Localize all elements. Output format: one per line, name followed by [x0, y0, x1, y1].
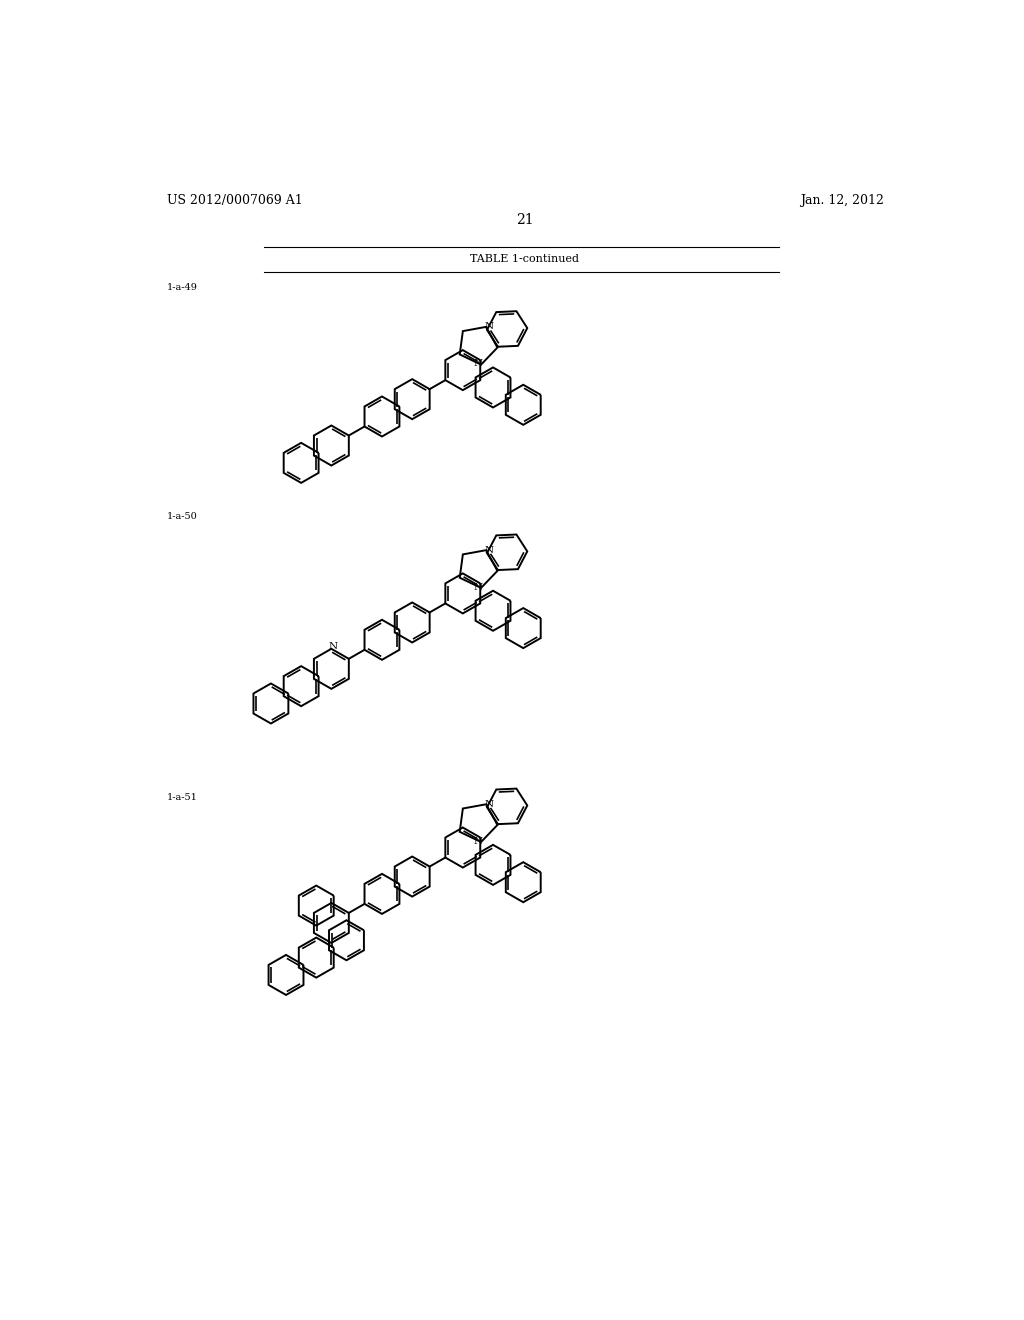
Text: N: N	[474, 837, 483, 846]
Text: N: N	[484, 545, 494, 554]
Text: TABLE 1-continued: TABLE 1-continued	[470, 253, 580, 264]
Text: US 2012/0007069 A1: US 2012/0007069 A1	[167, 194, 302, 207]
Text: 1-a-51: 1-a-51	[167, 793, 198, 803]
Text: 1-a-50: 1-a-50	[167, 512, 198, 521]
Text: N: N	[484, 322, 494, 331]
Text: N: N	[329, 642, 338, 651]
Text: N: N	[484, 800, 494, 809]
Text: 21: 21	[516, 213, 534, 227]
Text: N: N	[474, 359, 483, 368]
Text: N: N	[474, 582, 483, 591]
Text: 1-a-49: 1-a-49	[167, 284, 198, 292]
Text: Jan. 12, 2012: Jan. 12, 2012	[800, 194, 884, 207]
